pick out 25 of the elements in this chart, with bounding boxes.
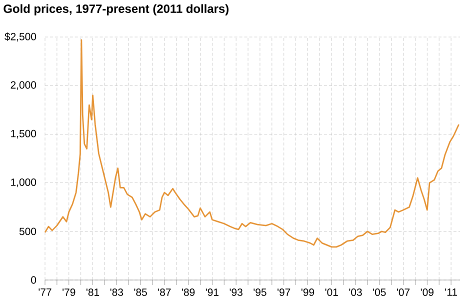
x-tick-label: '81 — [86, 288, 100, 296]
x-tick-label: '87 — [158, 288, 171, 296]
x-tick-label: '01 — [325, 288, 338, 296]
x-tick-label: '03 — [349, 288, 362, 296]
x-tick-label: '77 — [38, 288, 52, 296]
y-tick-label: 1,000 — [11, 178, 36, 188]
x-tick-label: '97 — [278, 288, 290, 296]
x-tick-label: '89 — [182, 288, 195, 296]
y-tick-label: 2,000 — [10, 81, 36, 90]
y-tick-label: 0 — [31, 276, 36, 284]
chart-title: Gold prices, 1977-present (2011 dollars) — [4, 4, 229, 16]
x-tick-label: '05 — [373, 288, 386, 296]
y-tick-label: 500 — [19, 228, 36, 236]
y-tick-label: $2,500 — [4, 32, 36, 42]
x-tick-label: '09 — [420, 288, 434, 296]
x-tick-label: '91 — [206, 288, 218, 296]
x-tick-label: '07 — [396, 288, 410, 296]
x-tick-label: '79 — [62, 288, 76, 296]
x-tick-label: '99 — [301, 288, 314, 296]
x-tick-label: '93 — [230, 288, 242, 296]
y-tick-label: 1,500 — [11, 130, 36, 139]
x-tick-label: '85 — [134, 288, 147, 296]
x-tick-label: '95 — [254, 288, 266, 296]
x-tick-label: '83 — [110, 288, 124, 296]
x-tick-label: '11 — [445, 288, 457, 296]
